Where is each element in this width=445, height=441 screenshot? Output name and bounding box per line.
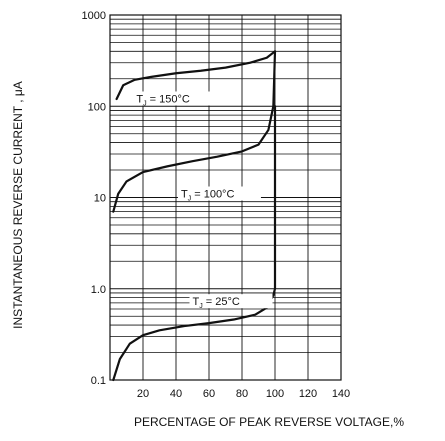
series-label-3: TJ = 25°C <box>193 296 240 310</box>
series-label-1: TJ = 150°C <box>136 93 190 107</box>
tick-layer: 20 40 60 80 100 120 140 0.1 1.0 10 100 1000 <box>82 10 351 400</box>
x-tick-label: 120 <box>299 388 317 400</box>
x-tick-label: 20 <box>137 388 149 400</box>
series-line-2 <box>112 50 277 213</box>
y-tick-label: 1.0 <box>91 284 106 296</box>
y-tick-label: 1000 <box>82 10 106 22</box>
series-label-bg-2 <box>177 186 261 201</box>
series-line-1 <box>115 50 277 101</box>
series-label-bg-3 <box>189 294 273 309</box>
series-line-3 <box>112 105 277 382</box>
y-axis-title: INSTANTANEOUS REVERSE CURRENT , μA <box>11 81 25 329</box>
x-tick-label: 60 <box>203 388 215 400</box>
curve-layer <box>112 50 277 382</box>
y-tick-label: 100 <box>88 101 106 113</box>
x-tick-label: 100 <box>266 388 284 400</box>
y-tick-label: 0.1 <box>91 375 106 387</box>
series-label-bg-1 <box>133 91 217 106</box>
y-tick-label: 10 <box>94 193 106 205</box>
x-tick-label: 140 <box>332 388 350 400</box>
label-layer: TJ = 150°C TJ = 100°C TJ = 25°C <box>133 91 273 310</box>
series-label-2: TJ = 100°C <box>181 189 235 203</box>
x-tick-label: 80 <box>236 388 248 400</box>
x-axis-title: PERCENTAGE OF PEAK REVERSE VOLTAGE,% <box>134 415 404 429</box>
x-tick-label: 40 <box>170 388 182 400</box>
